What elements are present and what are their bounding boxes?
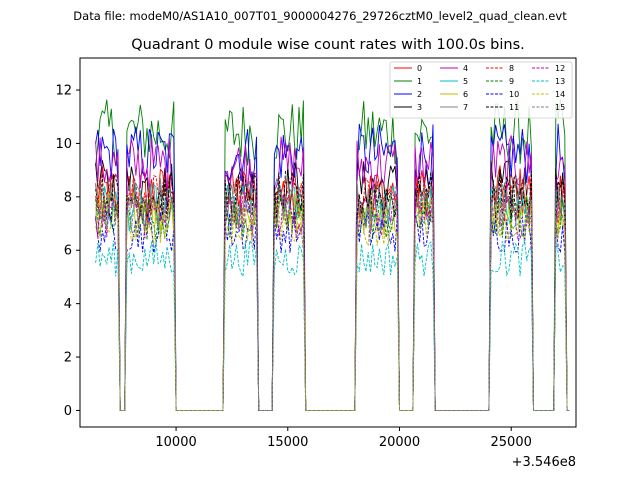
y-tick-label: 2 xyxy=(64,351,72,366)
chart-title: Quadrant 0 module wise count rates with … xyxy=(131,37,525,53)
legend-label-11: 11 xyxy=(509,103,519,112)
legend-label-10: 10 xyxy=(509,90,519,99)
y-tick-label: 6 xyxy=(64,244,72,259)
series-line-4 xyxy=(95,135,570,411)
y-axis-ticks: 0 2 4 6 8 10 12 xyxy=(55,84,80,419)
legend-label-15: 15 xyxy=(555,103,565,112)
legend-label-3: 3 xyxy=(417,103,422,112)
legend-label-0: 0 xyxy=(417,64,422,73)
legend-label-12: 12 xyxy=(555,64,565,73)
legend-label-4: 4 xyxy=(463,64,468,73)
legend-label-9: 9 xyxy=(509,77,514,86)
legend-label-7: 7 xyxy=(463,103,468,112)
x-offset-label: +3.546e8 xyxy=(512,455,576,470)
plot-lines xyxy=(95,99,570,411)
legend-label-14: 14 xyxy=(555,90,565,99)
legend-label-1: 1 xyxy=(417,77,422,86)
series-line-2 xyxy=(95,123,570,411)
axes-frame xyxy=(79,57,577,428)
legend-label-6: 6 xyxy=(463,90,468,99)
legend-label-5: 5 xyxy=(463,77,468,86)
series-line-14 xyxy=(95,200,570,411)
legend-label-13: 13 xyxy=(555,77,565,86)
y-tick-label: 12 xyxy=(55,84,72,99)
y-tick-label: 8 xyxy=(64,190,72,205)
y-tick-label: 4 xyxy=(64,297,72,312)
legend-label-2: 2 xyxy=(417,90,422,99)
y-tick-label: 10 xyxy=(55,137,72,152)
x-tick-label: 25000 xyxy=(491,435,532,450)
legend-box xyxy=(389,61,573,119)
legend-label-8: 8 xyxy=(509,64,514,73)
series-line-10 xyxy=(95,211,570,411)
x-tick-label: 20000 xyxy=(379,435,420,450)
x-tick-label: 10000 xyxy=(155,435,196,450)
y-tick-label: 0 xyxy=(64,404,72,419)
chart-suptitle: Data file: modeM0/AS1A10_007T01_90000042… xyxy=(73,9,567,23)
x-tick-label: 15000 xyxy=(267,435,308,450)
x-axis-ticks: 10000 15000 20000 25000 xyxy=(155,427,532,450)
series-line-15 xyxy=(95,183,570,411)
series-line-13 xyxy=(95,239,570,411)
